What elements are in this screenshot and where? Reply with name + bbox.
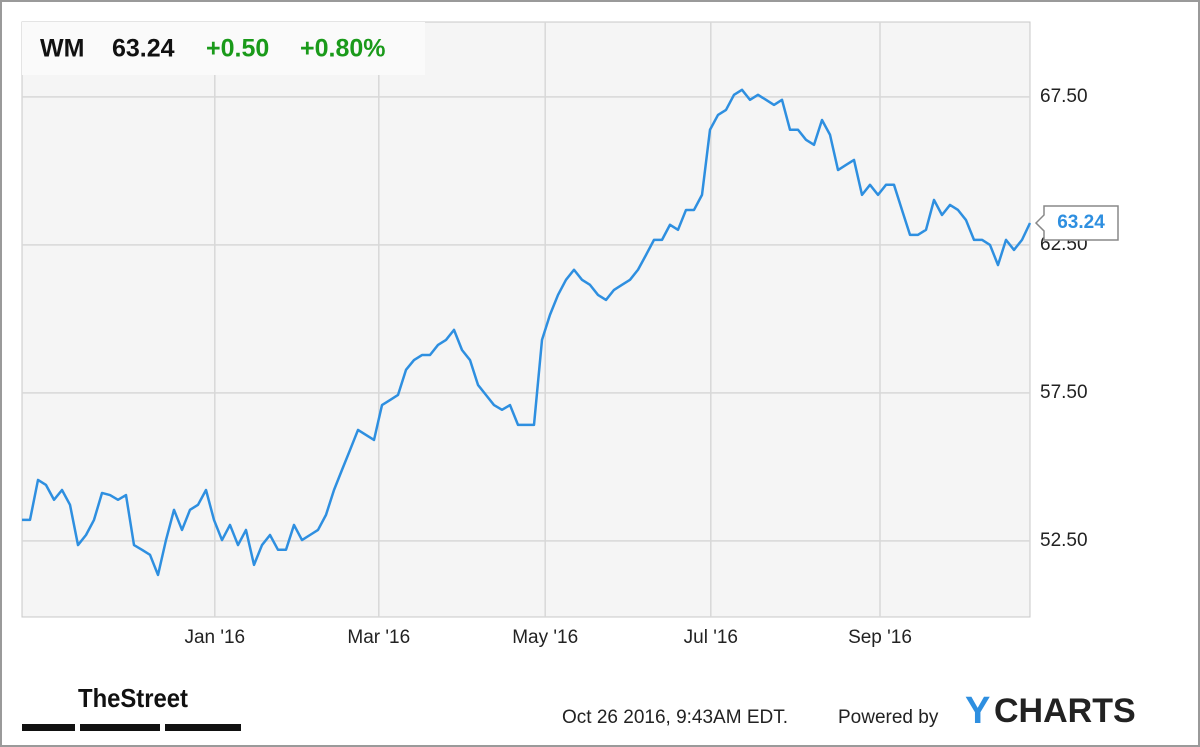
logo-bar: [165, 724, 241, 731]
y-tick-label: 52.50: [1040, 530, 1088, 551]
logo-bar: [80, 724, 160, 731]
plot-area: [21, 21, 1031, 618]
x-tick-label: Jul '16: [684, 627, 738, 648]
price: 63.24: [112, 35, 175, 63]
change: +0.50: [206, 35, 269, 63]
change-pct: +0.80%: [300, 35, 386, 63]
last-price-label: 63.24: [1057, 212, 1105, 233]
header-box: [22, 22, 425, 75]
last-price-tag: [1034, 205, 1119, 241]
source-logo: TheStreet: [78, 683, 188, 713]
powered-by: Powered by: [838, 707, 939, 728]
x-tick-label: Jan '16: [184, 627, 245, 648]
brand-rest: CHARTS: [994, 692, 1136, 730]
y-tick-label: 57.50: [1040, 382, 1088, 403]
ticker: WM: [40, 35, 84, 63]
x-tick-label: May '16: [512, 627, 578, 648]
x-tick-label: Sep '16: [848, 627, 912, 648]
x-tick-label: Mar '16: [347, 627, 410, 648]
y-tick-label: 67.50: [1040, 86, 1088, 107]
price-line: [22, 88, 1032, 577]
brand-y: Y: [965, 690, 990, 732]
timestamp: Oct 26 2016, 9:43AM EDT.: [562, 707, 788, 728]
logo-bar: [22, 724, 75, 731]
